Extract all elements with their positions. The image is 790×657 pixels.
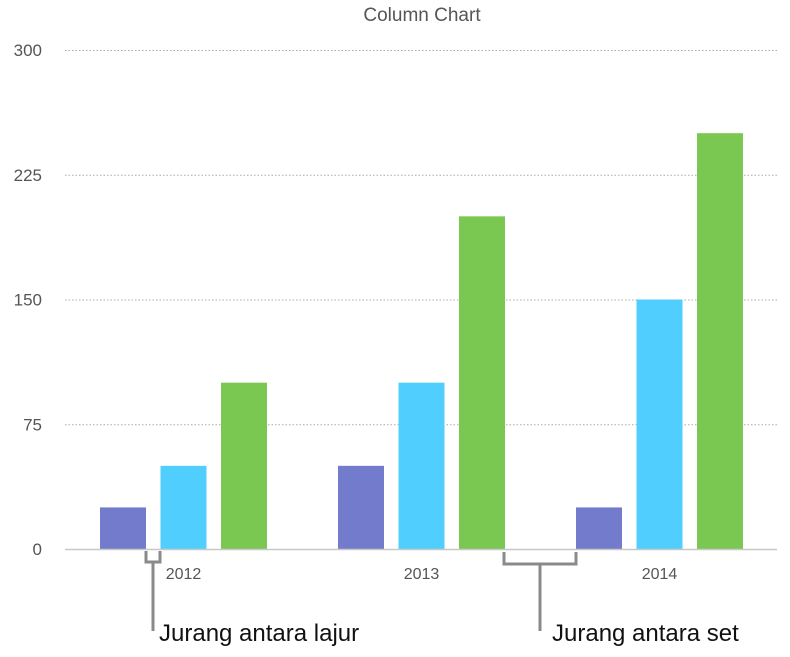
annotation-column-gap (144, 551, 162, 631)
annotation-set-gap (502, 552, 578, 631)
y-tick-label: 300 (14, 41, 42, 60)
bar-2013-series-1 (338, 465, 384, 549)
x-tick-label: 2012 (166, 566, 202, 583)
annotation-set-gap-label: Jurang antara set (552, 620, 739, 647)
y-tick-label: 150 (14, 291, 42, 310)
bar-2013-series-3 (459, 216, 505, 550)
bar-2014-series-3 (697, 133, 743, 549)
x-tick-label: 2013 (404, 566, 440, 583)
bar-2014-series-1 (576, 507, 622, 549)
bar-2012-series-2 (160, 465, 207, 549)
y-tick-label: 75 (23, 415, 42, 434)
bar-2013-series-2 (398, 382, 445, 549)
y-tick-label: 225 (14, 166, 42, 185)
y-tick-label: 0 (33, 540, 42, 559)
x-tick-label: 2014 (642, 566, 678, 583)
bar-2014-series-2 (636, 299, 683, 549)
bar-2012-series-3 (221, 382, 267, 549)
bar-2012-series-1 (100, 507, 146, 549)
annotation-column-gap-label: Jurang antara lajur (159, 620, 359, 647)
chart-title: Column Chart (363, 5, 481, 26)
